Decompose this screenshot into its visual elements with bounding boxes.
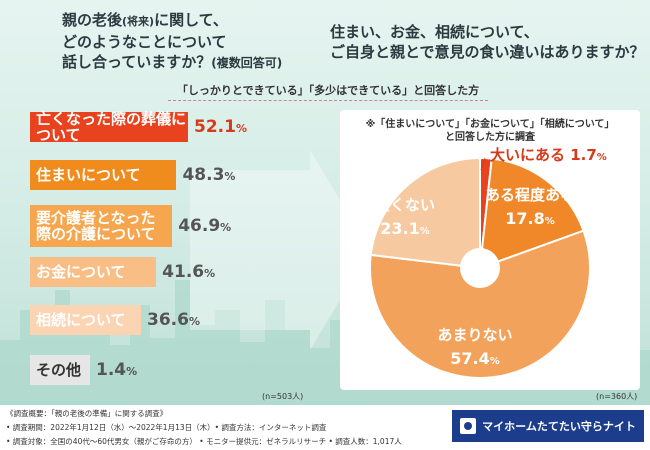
svg-text:23.1%: 23.1%: [380, 219, 430, 238]
left-question-line1b: に関して、: [154, 11, 228, 29]
bar-label: 相続について: [36, 311, 126, 329]
pie-note: ※「住まいについて」「お金について」「相続について」 と回答した方に調査: [340, 118, 640, 144]
pie-slice-label: 大いにある 1.7%: [480, 146, 607, 171]
footer-line1: 《調査概要：「親の老後の準備」に関する調査》: [6, 409, 168, 418]
pie-slice: [369, 156, 481, 270]
bar-n-label: (n=503人): [262, 392, 304, 401]
svg-text:大いにある 1.7%: 大いにある 1.7%: [490, 146, 607, 164]
bar-chart-subhead: 「しっかりとできている」「多少はできている」と回答した方: [168, 82, 488, 101]
bar: お金について: [30, 257, 157, 287]
svg-text:全くない: 全くない: [374, 196, 435, 214]
pie-chart: 大いにある 1.7% ある程度ある 17.8% あまりない 57.4% 全くない 23.1%: [369, 146, 607, 379]
left-question-line1: 親の老後: [62, 11, 123, 29]
bar: 住まいについて: [30, 160, 177, 190]
bar: その他: [30, 355, 90, 385]
logo-text: マイホームたてたい守らナイト: [482, 420, 636, 433]
svg-text:あまりない: あまりない: [437, 326, 512, 344]
left-question-paren: (将来): [122, 15, 155, 28]
pie-note-line2: と回答した方に調査: [445, 132, 535, 143]
right-question: 住まい、お金、相続について、 ご自身と親とで意見の食い違いはありますか？: [330, 22, 648, 62]
bar-value-label: 52.1%: [194, 117, 247, 137]
bar-label: その他: [36, 361, 82, 379]
pie-slice-label: ある程度ある 17.8%: [485, 186, 575, 228]
bar-label: 要介護者となった際の介護について: [36, 209, 156, 243]
brand-logo: マイホームたてたい守らナイト: [452, 410, 644, 442]
left-question: 親の老後(将来)に関して、 どのようなことについて 話し合っていますか？(複数回…: [62, 10, 322, 73]
footer-line2: • 調査期間：2022年1月12日（水）～2022年1月13日（木）• 調査方法…: [6, 423, 327, 432]
bar-value-label: 36.6%: [146, 310, 200, 330]
bar-value-label: 41.6%: [162, 262, 216, 282]
svg-text:ある程度ある: ある程度ある: [485, 186, 575, 204]
footer-line3: • 調査対象：全国の40代～60代男女（親がご存命の方） • モニター提供元：ゼ…: [6, 437, 402, 446]
bar-label: お金について: [36, 263, 126, 281]
pie-chart-panel: ※「住まいについて」「お金について」「相続について」 と回答した方に調査 大いに…: [340, 110, 640, 390]
bar-row: その他 1.4%: [30, 355, 137, 385]
right-question-line2: ご自身と親とで意見の食い違いはありますか？: [330, 43, 645, 61]
bar-value-label: 46.9%: [178, 216, 232, 236]
pie-center-hole: [460, 248, 500, 288]
pie-slice-label: あまりない 57.4%: [437, 326, 512, 368]
left-question-line3: 話し合っていますか？: [62, 53, 212, 71]
bar-value-label: 48.3%: [182, 165, 236, 185]
house-icon: [460, 418, 477, 434]
bar-row: お金について 41.6%: [30, 257, 215, 287]
svg-text:57.4%: 57.4%: [450, 349, 500, 368]
left-question-note: (複数回答可): [211, 56, 283, 70]
bar-label: 住まいについて: [36, 166, 141, 184]
pie-n-label: (n=360人): [596, 392, 638, 401]
bar-row: 相続について 36.6%: [30, 305, 200, 335]
bar-row: 亡くなった際の葬儀について 52.1%: [30, 110, 247, 144]
bar: 相続について: [30, 305, 141, 335]
arrow-decoration: [190, 150, 370, 350]
right-question-line1: 住まい、お金、相続について、: [330, 23, 539, 41]
bar: 亡くなった際の葬儀について: [30, 110, 188, 144]
bar-row: 要介護者となった際の介護について 46.9%: [30, 205, 231, 247]
left-question-line2: どのようなことについて: [62, 33, 227, 51]
pie-slice: [478, 157, 585, 270]
pie-slice: [369, 229, 591, 379]
bar: 要介護者となった際の介護について: [30, 205, 173, 247]
bar-label: 亡くなった際の葬儀について: [36, 110, 187, 144]
pie-slice-label: 全くない 23.1%: [374, 196, 435, 238]
pie-note-line1: ※「住まいについて」「お金について」「相続について」: [365, 119, 615, 130]
bar-row: 住まいについて 48.3%: [30, 160, 235, 190]
svg-text:17.8%: 17.8%: [505, 209, 555, 228]
bar-value-label: 1.4%: [96, 360, 138, 380]
